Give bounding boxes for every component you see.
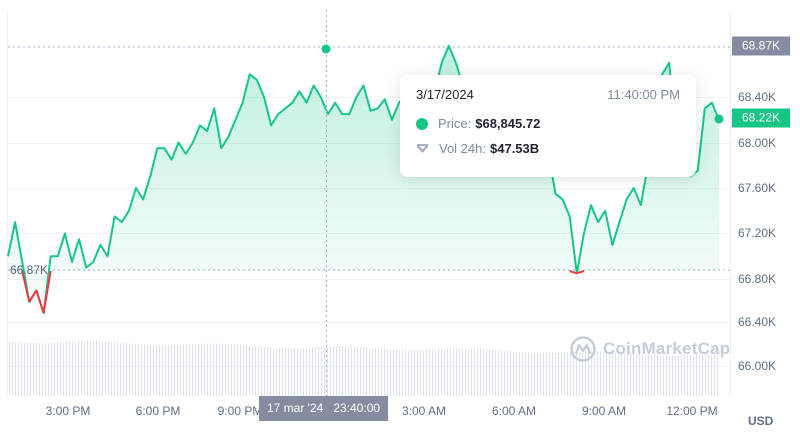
tooltip-volume-key: Vol 24h: bbox=[439, 141, 486, 156]
price-line-down bbox=[21, 270, 585, 314]
crosshair-time: 23:40:00 bbox=[333, 401, 381, 415]
x-tick-6: 12:00 PM bbox=[666, 404, 718, 418]
watermark-text: CoinMarketCap bbox=[603, 339, 731, 358]
y-tick-4: 66.80K bbox=[738, 272, 777, 286]
x-tick-5: 9:00 AM bbox=[581, 404, 627, 418]
coinmarketcap-logo-icon bbox=[570, 336, 596, 362]
y-tick-3: 67.20K bbox=[738, 226, 777, 240]
x-tick-2: 9:00 PM bbox=[217, 404, 263, 418]
currency-label: USD bbox=[748, 414, 774, 428]
price-tooltip: 3/17/2024 11:40:00 PM Price: $68,845.72 … bbox=[400, 75, 696, 177]
x-tick-1: 6:00 PM bbox=[135, 404, 181, 418]
price-dot-icon bbox=[416, 117, 428, 130]
volume-bars bbox=[9, 341, 719, 396]
tooltip-volume-value: $47.53B bbox=[490, 141, 540, 156]
x-tick-3: 3:00 AM bbox=[401, 404, 447, 418]
tooltip-volume-row: Vol 24h: $47.53B bbox=[416, 141, 539, 156]
coinmarketcap-watermark: CoinMarketCap bbox=[569, 335, 730, 363]
tooltip-time: 11:40:00 PM bbox=[607, 87, 680, 102]
current-price-tag: 68.22K bbox=[732, 108, 790, 128]
low-price-label: 66.87K bbox=[10, 263, 49, 277]
price-area-fill bbox=[8, 45, 719, 314]
y-tick-6: 66.00K bbox=[738, 359, 777, 373]
tooltip-price-key: Price: bbox=[438, 116, 472, 131]
y-tick-0: 68.40K bbox=[738, 90, 777, 104]
crosshair-date: 17 mar '24 bbox=[267, 401, 324, 415]
y-tick-1: 68.00K bbox=[738, 136, 777, 150]
tooltip-price-row: Price: $68,845.72 bbox=[416, 116, 540, 131]
high-price-tag: 68.87K bbox=[732, 36, 790, 56]
y-tick-2: 67.60K bbox=[738, 181, 777, 195]
crosshair-x-label: 17 mar '24 23:40:00 bbox=[259, 396, 389, 421]
y-tick-5: 66.40K bbox=[738, 315, 777, 329]
tooltip-price-value: $68,845.72 bbox=[475, 116, 541, 131]
current-price-point bbox=[714, 114, 724, 124]
volume-gem-icon bbox=[417, 144, 428, 153]
x-tick-0: 3:00 PM bbox=[45, 404, 91, 418]
crosshair-point bbox=[321, 44, 331, 54]
tooltip-date: 3/17/2024 bbox=[416, 87, 474, 102]
x-tick-4: 6:00 AM bbox=[491, 404, 537, 418]
price-line-up bbox=[7, 44, 720, 315]
